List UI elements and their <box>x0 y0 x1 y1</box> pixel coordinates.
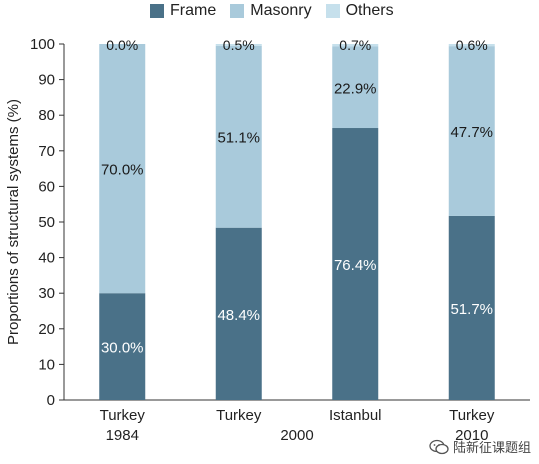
x-category-label-1: Turkey <box>216 407 262 424</box>
x-category-label-0: Turkey <box>100 407 146 424</box>
y-tick-label: 90 <box>38 72 55 89</box>
legend-swatch-others <box>325 4 340 18</box>
data-label-masonry-2: 22.9% <box>334 80 377 97</box>
y-tick-label: 10 <box>38 356 55 373</box>
bar-masonry-3 <box>448 46 495 216</box>
bar-masonry-2 <box>332 46 379 129</box>
data-label-frame-3: 51.7% <box>450 301 493 318</box>
bar-others-3 <box>448 44 495 47</box>
legend-item-others: Others <box>325 2 394 20</box>
x-category-label-2: Istanbul <box>329 407 382 424</box>
legend-label-masonry: Masonry <box>250 2 312 19</box>
bar-masonry-1 <box>215 45 262 228</box>
data-label-others-1: 0.5% <box>223 37 255 53</box>
watermark: 陆新征课题组 <box>429 437 531 456</box>
legend-swatch-frame <box>150 4 164 18</box>
data-label-masonry-3: 47.7% <box>450 124 493 141</box>
legend-item-frame: Frame <box>150 2 216 20</box>
y-tick-label: 20 <box>38 321 55 338</box>
legend-label-frame: Frame <box>170 2 217 19</box>
data-label-masonry-1: 51.1% <box>217 130 260 147</box>
legend-item-masonry: Masonry <box>230 2 312 20</box>
legend: Frame Masonry Others <box>150 2 408 20</box>
y-tick-label: 30 <box>38 285 55 302</box>
bar-frame-2 <box>332 128 379 401</box>
y-tick-label: 80 <box>38 107 55 124</box>
bar-others-1 <box>215 44 262 46</box>
data-label-frame-2: 76.4% <box>334 257 377 274</box>
y-tick-label: 70 <box>38 143 55 160</box>
data-label-others-2: 0.7% <box>339 37 371 53</box>
bar-frame-0 <box>99 293 146 400</box>
bar-others-2 <box>332 44 379 47</box>
y-tick-label: 0 <box>47 392 55 409</box>
x-category-label-3: Turkey <box>449 407 495 424</box>
x-category-label-0: 1984 <box>106 427 139 444</box>
legend-label-others: Others <box>345 2 394 19</box>
legend-swatch-masonry <box>230 4 245 18</box>
x-group-label: 2000 <box>280 427 313 444</box>
bar-frame-3 <box>448 215 495 400</box>
data-label-others-0: 0.0% <box>106 37 138 53</box>
watermark-text: 陆新征课题组 <box>452 440 531 455</box>
x-category-label-3: 2010 <box>455 427 488 444</box>
y-tick-label: 60 <box>38 178 55 195</box>
data-label-others-3: 0.6% <box>456 37 488 53</box>
y-tick-label: 40 <box>38 250 55 267</box>
y-axis-label: Proportions of structural systems (%) <box>5 99 22 345</box>
data-label-frame-1: 48.4% <box>217 307 260 324</box>
y-tick-label: 50 <box>38 214 55 231</box>
data-label-masonry-0: 70.0% <box>101 162 144 179</box>
y-tick-label: 100 <box>30 36 55 53</box>
bar-frame-1 <box>215 227 262 400</box>
bar-masonry-0 <box>99 44 146 294</box>
wechat-icon <box>429 439 449 454</box>
data-label-frame-0: 30.0% <box>101 340 144 357</box>
